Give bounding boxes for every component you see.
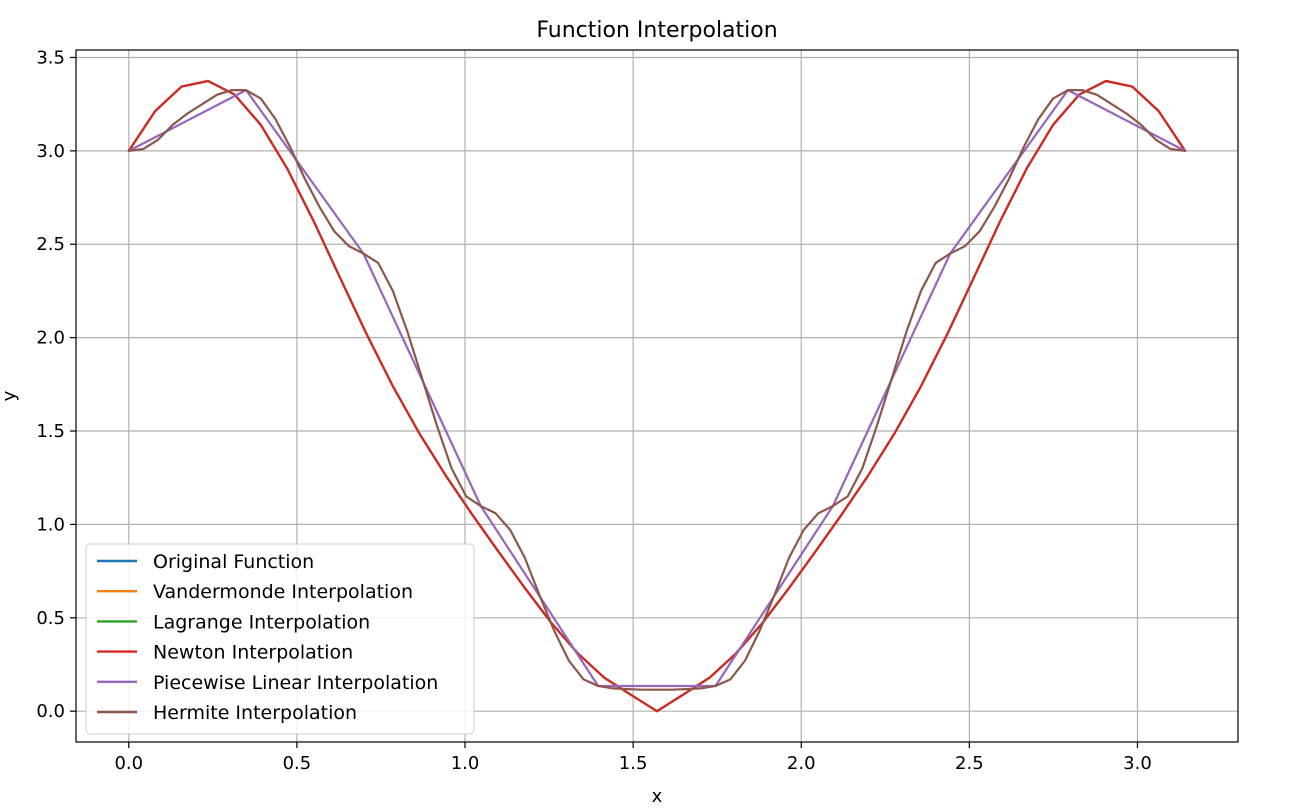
x-axis-label: x [652, 786, 663, 807]
legend-box [85, 543, 475, 735]
legend-label-4: Piecewise Linear Interpolation [153, 672, 438, 694]
x-tick-label: 3.0 [1123, 753, 1152, 774]
y-tick-label: 0.5 [36, 608, 65, 629]
y-axis-label: y [0, 390, 20, 401]
axis-ticks: 0.0 0.5 1.0 1.5 2.0 2.5 3.0 0.0 0.5 1.0 1.5 2.0 2.5 3… [36, 47, 1151, 774]
y-tick-label: 2.0 [36, 328, 65, 349]
x-tick-label: 1.0 [451, 753, 480, 774]
series-line-5 [127, 89, 1187, 691]
series-group [127, 79, 1187, 713]
x-tick-label: 0.5 [283, 753, 312, 774]
y-tick-label: 3.0 [36, 141, 65, 162]
y-tick-label: 2.5 [36, 234, 65, 255]
y-tick-label: 1.5 [36, 421, 65, 442]
legend-label-1: Vandermonde Interpolation [153, 581, 413, 603]
x-tick-label: 0.0 [114, 753, 143, 774]
legend-label-0: Original Function [153, 551, 314, 573]
y-tick-label: 3.5 [36, 47, 65, 68]
series-line-3 [127, 79, 1187, 713]
x-tick-label: 2.5 [955, 753, 984, 774]
legend: Original Function Vandermonde Interpolati… [85, 543, 475, 735]
series-line-4 [127, 89, 1187, 688]
y-tick-label: 1.0 [36, 514, 65, 535]
x-tick-label: 2.0 [787, 753, 816, 774]
legend-label-3: Newton Interpolation [153, 642, 353, 664]
plot-frame [75, 49, 1239, 743]
x-tick-label: 1.5 [619, 753, 648, 774]
chart-title: Function Interpolation [536, 18, 777, 43]
y-tick-label: 0.0 [36, 701, 65, 722]
legend-label-5: Hermite Interpolation [153, 702, 357, 724]
legend-label-2: Lagrange Interpolation [153, 611, 370, 633]
